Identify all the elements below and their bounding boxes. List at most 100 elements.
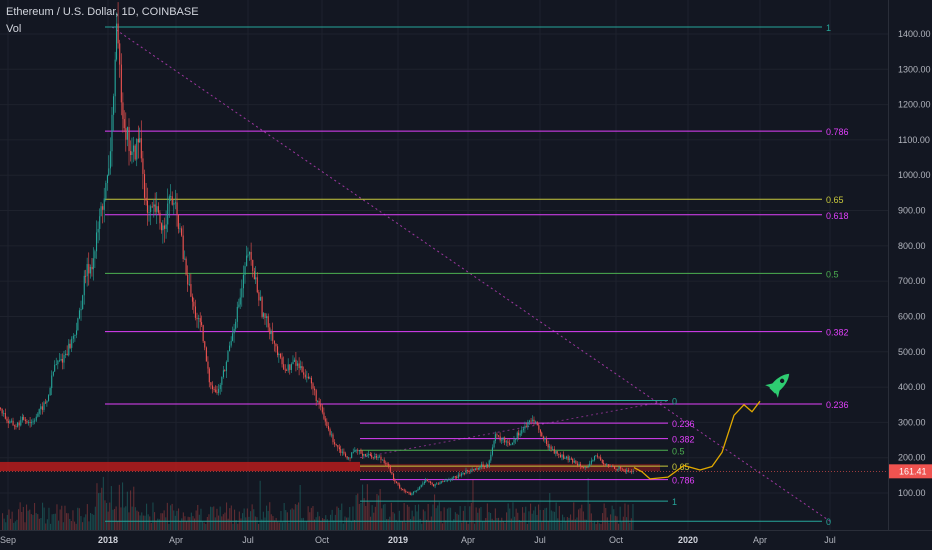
candle-body <box>487 464 489 467</box>
volume-bar <box>170 505 172 530</box>
volume-bar <box>16 519 18 530</box>
candle-body <box>55 364 57 365</box>
volume-bar <box>184 516 186 530</box>
candle-body <box>300 366 302 369</box>
volume-bar <box>277 521 279 530</box>
candle-body <box>267 316 269 328</box>
volume-bar <box>280 511 282 530</box>
candle-body <box>478 468 480 470</box>
candle-body <box>447 479 449 481</box>
candle-body <box>136 138 138 160</box>
candle-body <box>252 259 254 272</box>
volume-bar <box>486 503 488 530</box>
candle-body <box>498 435 500 437</box>
candle-body <box>547 444 549 448</box>
volume-bar <box>24 522 26 530</box>
volume-bar <box>386 519 388 530</box>
candle-body <box>153 204 155 207</box>
volume-bar <box>56 504 58 530</box>
volume-bar <box>461 522 463 530</box>
candle-body <box>194 306 196 318</box>
candle-body <box>185 258 187 275</box>
candle-body <box>238 304 240 307</box>
volume-bar <box>88 521 90 530</box>
candle-body <box>126 127 129 140</box>
volume-bar <box>46 519 48 530</box>
volume-bar <box>587 477 589 530</box>
volume-bar <box>538 504 540 530</box>
candle-body <box>219 384 221 389</box>
candle-body <box>437 483 439 485</box>
candle-body <box>157 206 159 213</box>
candle-body <box>289 364 291 370</box>
candle-body <box>340 449 342 453</box>
volume-bar <box>91 513 93 530</box>
candle-body <box>570 458 572 460</box>
candle-body <box>380 456 382 460</box>
fib-level-label: 0 <box>826 517 831 527</box>
volume-bar <box>557 518 559 530</box>
candle-body <box>23 416 25 420</box>
volume-bar <box>597 520 599 530</box>
candle-body <box>612 466 614 468</box>
support-zone-extension <box>360 463 660 472</box>
volume-bar <box>520 521 522 530</box>
volume-bar <box>283 503 285 530</box>
candle-body <box>321 406 323 413</box>
volume-bar <box>544 508 546 530</box>
candle-body <box>501 439 503 441</box>
candle-body <box>414 490 416 492</box>
volume-bar <box>229 508 231 530</box>
volume-bar <box>42 502 44 530</box>
volume-bar <box>144 515 146 530</box>
volume-bar <box>603 503 605 530</box>
volume-bar <box>294 504 296 530</box>
volume-bar <box>616 516 618 530</box>
volume-bar <box>574 519 576 530</box>
volume-bar <box>96 483 98 530</box>
candle-body <box>536 421 538 426</box>
candle-body <box>177 214 179 229</box>
candle-body <box>423 481 426 484</box>
candle-body <box>281 357 283 365</box>
volume-bar <box>451 521 453 530</box>
volume-bar <box>440 511 442 530</box>
candle-body <box>125 128 127 140</box>
volume-bar <box>354 519 356 530</box>
candle-body <box>49 388 51 396</box>
volume-bar <box>592 522 594 530</box>
candle-body <box>563 454 565 459</box>
volume-bar <box>80 516 82 530</box>
volume-bar <box>112 509 114 530</box>
candle-body <box>548 446 551 448</box>
volume-bar <box>246 508 248 530</box>
candle-body <box>535 421 537 423</box>
candle-body <box>247 254 249 256</box>
volume-bar <box>627 504 629 530</box>
volume-bar <box>10 518 12 530</box>
rocket-fin <box>765 383 780 398</box>
volume-bar <box>192 516 194 530</box>
candle-body <box>51 375 53 389</box>
volume-bar <box>339 509 341 530</box>
candle-body <box>462 473 464 474</box>
volume-bar <box>464 505 466 530</box>
candle-body <box>1 408 3 414</box>
candle-body <box>176 202 178 215</box>
volume-bar <box>146 503 148 530</box>
volume-bar <box>397 522 399 530</box>
volume-bar <box>82 522 84 530</box>
volume-bar <box>445 520 447 530</box>
volume-bar <box>382 504 384 530</box>
candle-body <box>236 306 238 322</box>
volume-bar <box>475 507 477 530</box>
candle-body <box>30 422 33 424</box>
volume-bar <box>210 506 212 530</box>
volume-bar <box>330 514 332 530</box>
time-tick-label: Jul <box>824 535 836 545</box>
volume-bar <box>478 508 480 530</box>
volume-bar <box>546 507 548 530</box>
candle-body <box>499 436 501 441</box>
